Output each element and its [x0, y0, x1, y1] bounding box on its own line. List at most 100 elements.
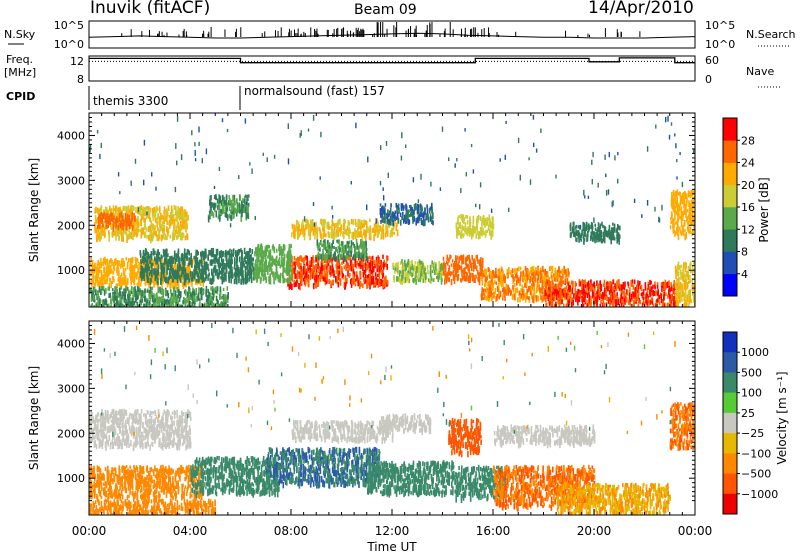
heatmap-cell — [213, 267, 215, 273]
heatmap-cell — [248, 276, 251, 282]
heatmap-cell — [174, 274, 176, 279]
heatmap-cell — [529, 270, 531, 275]
heatmap-cell — [169, 283, 171, 289]
heatmap-cell — [222, 298, 225, 304]
heatmap-cell — [98, 208, 100, 215]
heatmap-cell — [421, 213, 424, 218]
heatmap-cell — [101, 301, 104, 307]
heatmap-cell — [204, 267, 207, 274]
heatmap-cell — [169, 280, 172, 284]
heatmap-cell — [352, 219, 355, 226]
heatmap-cell — [230, 265, 233, 272]
heatmap-cell — [386, 256, 388, 262]
heatmap-cell — [314, 279, 316, 285]
heatmap-cell — [158, 298, 160, 306]
heatmap-cell — [508, 267, 510, 274]
heatmap-cell — [293, 267, 296, 275]
heatmap-cell — [536, 283, 539, 288]
heatmap-cell — [356, 251, 359, 258]
heatmap-cell — [488, 221, 491, 225]
heatmap-cell — [357, 246, 360, 250]
heatmap-cell — [364, 241, 366, 248]
heatmap-cell — [341, 271, 344, 278]
heatmap-cell — [145, 304, 147, 307]
heatmap-cell — [108, 262, 110, 269]
heatmap-cell — [559, 270, 562, 274]
heatmap-cell — [121, 291, 124, 295]
heatmap-cell — [315, 274, 318, 282]
heatmap-cell — [136, 232, 138, 238]
heatmap-cell — [324, 241, 327, 247]
heatmap-cell — [377, 281, 380, 288]
heatmap-cell — [161, 289, 164, 296]
heatmap-cell — [111, 280, 114, 284]
heatmap-cell — [105, 213, 107, 219]
heatmap-cell — [291, 224, 294, 230]
heatmap-cell — [179, 207, 182, 214]
heatmap-cell — [218, 202, 221, 208]
heatmap-cell — [457, 216, 459, 223]
heatmap-cell — [260, 259, 263, 264]
heatmap-cell — [163, 266, 165, 271]
heatmap-cell — [245, 260, 247, 265]
heatmap-cell — [458, 258, 460, 264]
heatmap-cell — [198, 263, 201, 271]
heatmap-cell — [153, 282, 156, 286]
heatmap-cell — [450, 263, 453, 267]
heatmap-cell — [195, 261, 198, 265]
heatmap-cell — [148, 234, 150, 241]
heatmap-cell — [343, 247, 345, 253]
heatmap-cell — [453, 278, 456, 285]
heatmap-cell — [92, 275, 95, 279]
heatmap-cell — [177, 250, 179, 256]
heatmap-cell — [197, 297, 200, 301]
heatmap-cell — [353, 244, 355, 249]
heatmap-cell — [107, 303, 110, 307]
heatmap-cell — [458, 222, 460, 229]
heatmap-cell — [488, 228, 491, 236]
heatmap-cell — [102, 213, 104, 219]
heatmap-cell — [96, 234, 98, 242]
heatmap-cell — [381, 229, 383, 237]
heatmap-cell — [242, 204, 245, 209]
heatmap-cell — [126, 283, 128, 288]
heatmap-cell — [114, 218, 116, 224]
heatmap-cell — [136, 210, 139, 214]
heatmap-cell — [278, 256, 281, 261]
heatmap-cell — [320, 266, 322, 272]
heatmap-cell — [466, 220, 469, 225]
heatmap-cell — [161, 256, 163, 262]
heatmap-cell — [170, 275, 172, 279]
heatmap-cell — [249, 260, 251, 267]
heatmap-cell — [212, 277, 214, 285]
heatmap-cell — [331, 226, 333, 233]
heatmap-cell — [513, 276, 515, 282]
heatmap-cell — [229, 248, 231, 252]
heatmap-cell — [222, 265, 224, 270]
heatmap-cell — [231, 207, 233, 212]
heatmap-cell — [336, 278, 339, 285]
heatmap-cell — [484, 275, 487, 280]
heatmap-cell — [159, 227, 162, 232]
heatmap-cell — [315, 221, 317, 227]
freq-right-tick-high: 60 — [705, 54, 719, 67]
heatmap-cell — [139, 250, 142, 255]
heatmap-cell — [566, 268, 568, 274]
heatmap-cell — [195, 269, 197, 275]
heatmap-cell — [157, 281, 159, 289]
heatmap-cell — [156, 207, 159, 211]
heatmap-cell — [130, 289, 133, 295]
heatmap-cell — [122, 235, 124, 243]
heatmap-cell — [403, 266, 405, 271]
heatmap-cell — [343, 234, 345, 240]
heatmap-cell — [482, 270, 485, 275]
heatmap-cell — [418, 213, 421, 220]
heatmap-cell — [352, 242, 355, 246]
heatmap-cell — [290, 243, 292, 249]
heatmap-cell — [349, 265, 351, 271]
heatmap-cell — [204, 252, 206, 259]
heatmap-cell — [380, 282, 383, 287]
heatmap-cell — [396, 229, 399, 237]
heatmap-cell — [260, 276, 262, 282]
heatmap-cell — [99, 235, 101, 242]
